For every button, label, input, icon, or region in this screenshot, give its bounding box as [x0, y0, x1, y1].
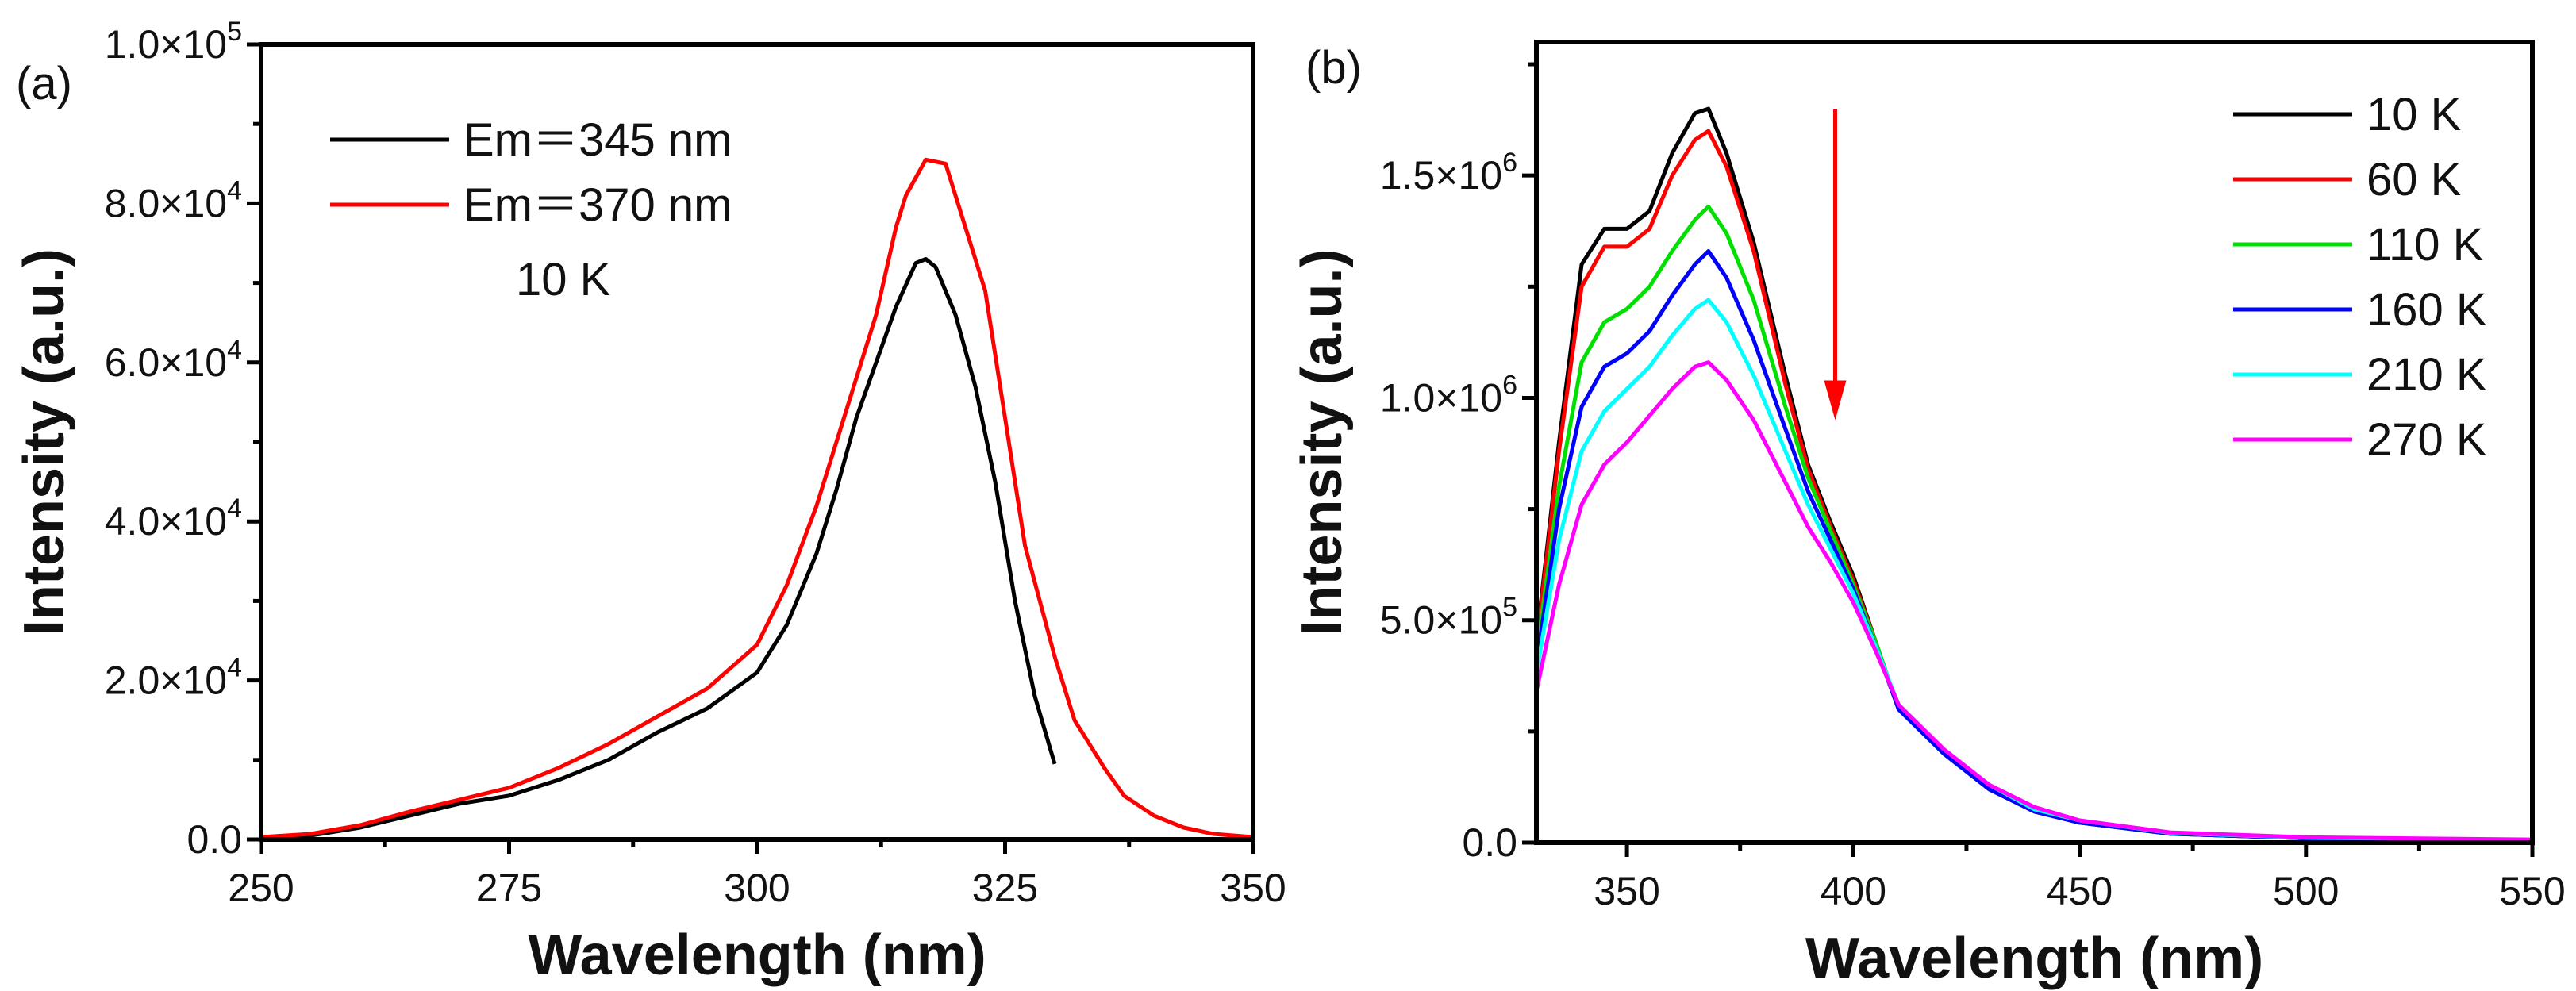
y-axis-title: Intensity (a.u.): [13, 248, 76, 636]
x-tick-label: 550: [2499, 869, 2565, 913]
y-tick-label: 6.0×104: [105, 335, 242, 385]
y-tick-label: 2.0×104: [105, 653, 242, 703]
x-tick-label: 500: [2273, 869, 2339, 913]
x-tick-label: 400: [1821, 869, 1886, 913]
legend-label: 10 K: [2366, 89, 2462, 140]
series-line-1: [260, 157, 1254, 839]
legend-label: 210 K: [2366, 349, 2487, 401]
series-line-5: [1534, 360, 2533, 842]
y-tick-label: 0.0: [186, 817, 242, 862]
legend-label: 270 K: [2366, 414, 2487, 466]
y-tick-label: 1.0×105: [105, 17, 242, 67]
x-tick-label: 350: [1220, 866, 1286, 910]
series-line-3: [1534, 249, 2533, 843]
y-tick-label: 5.0×105: [1380, 593, 1517, 643]
panel-a: 250 275 300 325 350 0.0 2.0×104 4.0×104 6.0×104 8…: [13, 17, 1286, 987]
x-tick-label: 325: [972, 866, 1038, 910]
legend-label: Em＝345 nm: [463, 114, 732, 166]
x-tick-label: 450: [2047, 869, 2113, 913]
panel-label: (b): [1305, 42, 1362, 94]
series-line-0: [260, 257, 1057, 839]
x-tick-label: 300: [724, 866, 790, 910]
panel-label: (a): [16, 58, 72, 109]
y-tick-label: 0.0: [1462, 820, 1517, 865]
x-axis-title: Wavelength (nm): [528, 924, 986, 987]
y-tick-label: 8.0×104: [105, 175, 242, 225]
panel-b: 350 400 450 500 550 0.0 5.0×105 1.0×106 1.5×106 W…: [1290, 40, 2566, 990]
x-tick-label: 275: [476, 866, 542, 910]
y-tick-label: 1.5×106: [1380, 148, 1517, 198]
trend-arrow-head-icon: [1824, 380, 1847, 421]
plot-frame: [1534, 40, 2535, 845]
plot-frame: [259, 42, 1255, 842]
legend-label: 60 K: [2366, 154, 2462, 205]
annotation-temperature: 10 K: [516, 254, 611, 305]
legend-label: 110 K: [2366, 219, 2484, 271]
x-axis-title: Wavelength (nm): [1805, 927, 2263, 990]
y-tick-label: 4.0×104: [105, 494, 242, 544]
x-tick-label: 350: [1594, 869, 1659, 913]
x-tick-label: 250: [228, 866, 294, 910]
legend-label: Em＝370 nm: [463, 179, 732, 231]
y-axis-title: Intensity (a.u.): [1290, 248, 1354, 636]
legend-label: 160 K: [2366, 284, 2487, 336]
y-tick-label: 1.0×106: [1380, 370, 1517, 420]
